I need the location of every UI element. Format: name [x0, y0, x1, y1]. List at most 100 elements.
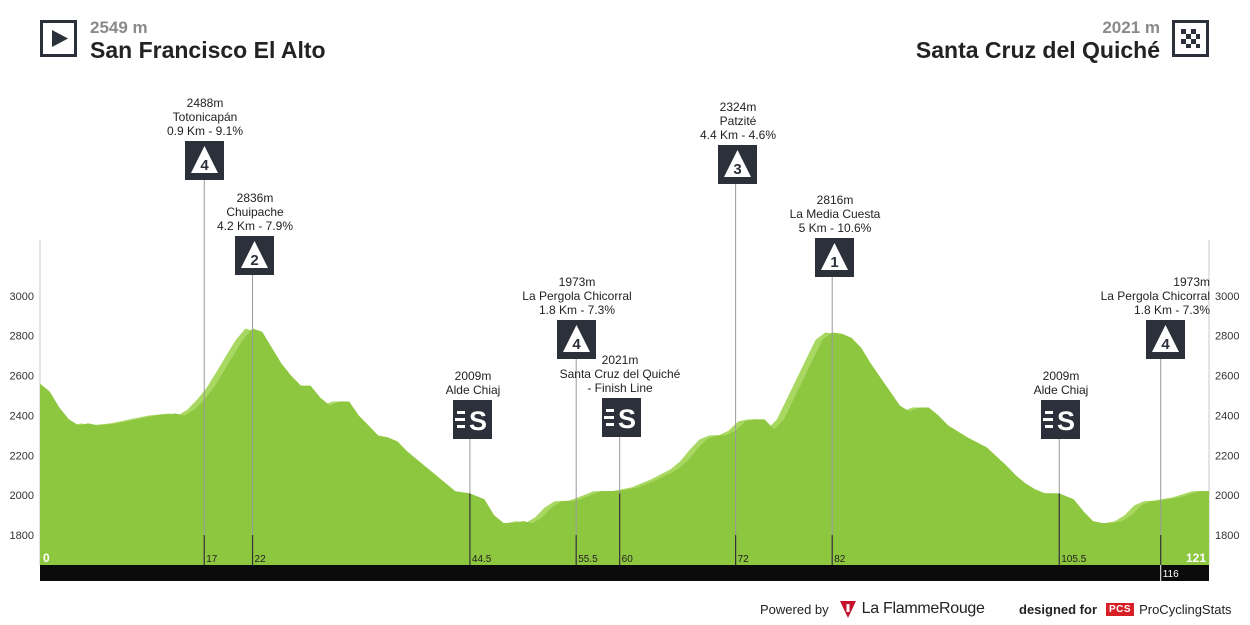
x-tick-label: 72 [738, 554, 750, 565]
y-tick-label-right: 2000 [1215, 490, 1239, 502]
x-tick-label: 60 [622, 554, 634, 565]
marker-label: 4.2 Km - 7.9% [217, 219, 293, 233]
mountain-icon [563, 325, 590, 352]
y-tick-label-right: 1800 [1215, 530, 1239, 542]
x-tick-label: 44.5 [472, 554, 492, 565]
powered-by-text: Powered by [760, 601, 829, 617]
marker-label: 2324m [720, 100, 757, 114]
x-start-label: 0 [43, 551, 50, 565]
y-tick-label-right: 2800 [1215, 331, 1239, 343]
climb-category-label: 4 [572, 336, 581, 353]
y-tick-label-left: 2600 [10, 371, 34, 383]
y-tick-label-left: 2400 [10, 410, 34, 422]
marker-label: La Media Cuesta [790, 207, 881, 221]
checkered-flag-icon [1181, 29, 1200, 48]
sprint-speed-line [606, 423, 614, 426]
finish-altitude: 2021 m [1102, 18, 1160, 37]
marker-label: Santa Cruz del Quiché [560, 367, 681, 381]
sprint-speed-line [1043, 418, 1053, 421]
elevation-area [40, 328, 1209, 565]
marker-label: Chuipache [226, 205, 284, 219]
flamme-rouge-logo-icon [839, 601, 856, 618]
marker-label: 2021m [602, 353, 639, 367]
sprint-speed-line [457, 411, 465, 414]
marker-label: 2488m [187, 96, 224, 110]
finish-info: 2021 m Santa Cruz del Quiché [916, 18, 1160, 64]
finish-town: Santa Cruz del Quiché [915, 37, 1160, 63]
y-tick-label-left: 2200 [10, 450, 34, 462]
marker-label: Totonicapán [173, 110, 238, 124]
marker-label: 2836m [237, 191, 274, 205]
start-play-icon [40, 20, 77, 57]
designed-for-text: designed for [1019, 601, 1098, 617]
sprint-speed-line [1045, 411, 1053, 414]
marker-label: 1.8 Km - 7.3% [1134, 303, 1210, 317]
marker-label: 1.8 Km - 7.3% [539, 303, 615, 317]
marker-label: 2009m [1043, 369, 1080, 383]
y-tick-label-left: 2800 [10, 331, 34, 343]
pcs-name-text: ProCyclingStats [1139, 601, 1232, 617]
marker-label: 5 Km - 10.6% [799, 221, 872, 235]
mountain-icon [241, 241, 268, 268]
flamme-rouge-text: La FlammeRouge [861, 600, 985, 617]
climb-category-label: 1 [830, 254, 838, 271]
marker-label: 1973m [559, 275, 596, 289]
sprint-speed-line [604, 416, 614, 419]
marker-label: Patzité [720, 114, 757, 128]
mountain-icon [724, 150, 751, 177]
climb-category-label: 3 [733, 161, 741, 178]
y-tick-label-right: 2200 [1215, 450, 1239, 462]
y-tick-label-left: 2000 [10, 490, 34, 502]
start-town: San Francisco El Alto [90, 37, 326, 63]
sprint-icon-label: S [1057, 406, 1075, 436]
mountain-icon [1152, 325, 1179, 352]
marker-label: Alde Chiaj [446, 383, 501, 397]
mountain-icon [821, 243, 848, 270]
marker-label: 1973m [1173, 275, 1210, 289]
x-tick-label: 105.5 [1061, 554, 1086, 565]
climb-category-label: 4 [200, 157, 209, 174]
x-tick-label: 55.5 [578, 554, 598, 565]
climb-category-label: 2 [250, 252, 258, 269]
marker-label: 2009m [455, 369, 492, 383]
remaining-label: 116 [1163, 569, 1179, 580]
marker-label: 4.4 Km - 4.6% [700, 128, 776, 142]
y-tick-label-left: 1800 [10, 530, 34, 542]
footer-designed: designed for PCS ProCyclingStats [1019, 598, 1232, 620]
climb-category-label: 4 [1161, 336, 1170, 353]
mountain-icon [191, 146, 218, 173]
marker-label: 0.9 Km - 9.1% [167, 124, 243, 138]
x-tick-label: 17 [206, 554, 218, 565]
start-info: 2549 m San Francisco El Alto [90, 18, 326, 64]
marker-label: Alde Chiaj [1034, 383, 1089, 397]
y-tick-label-left: 3000 [10, 291, 34, 303]
pcs-logo: PCS [1106, 602, 1135, 616]
marker-label: - Finish Line [587, 381, 653, 395]
distance-bar [40, 565, 1209, 581]
sprint-icon-label: S [618, 404, 636, 434]
marker-label: La Pergola Chicorral [522, 289, 631, 303]
sprint-speed-line [606, 409, 614, 412]
marker-label: La Pergola Chicorral [1101, 289, 1210, 303]
play-icon [52, 30, 68, 47]
footer-powered: Powered by La FlammeRouge [760, 598, 985, 620]
marker-label: 2816m [817, 193, 854, 207]
y-tick-label-right: 2400 [1215, 410, 1239, 422]
y-tick-label-right: 3000 [1215, 291, 1239, 303]
x-tick-label: 82 [834, 554, 846, 565]
finish-flag-icon [1172, 20, 1209, 57]
sprint-speed-line [455, 418, 465, 421]
sprint-speed-line [457, 425, 465, 428]
x-tick-label: 22 [255, 554, 267, 565]
x-end-label: 121 [1186, 551, 1206, 565]
